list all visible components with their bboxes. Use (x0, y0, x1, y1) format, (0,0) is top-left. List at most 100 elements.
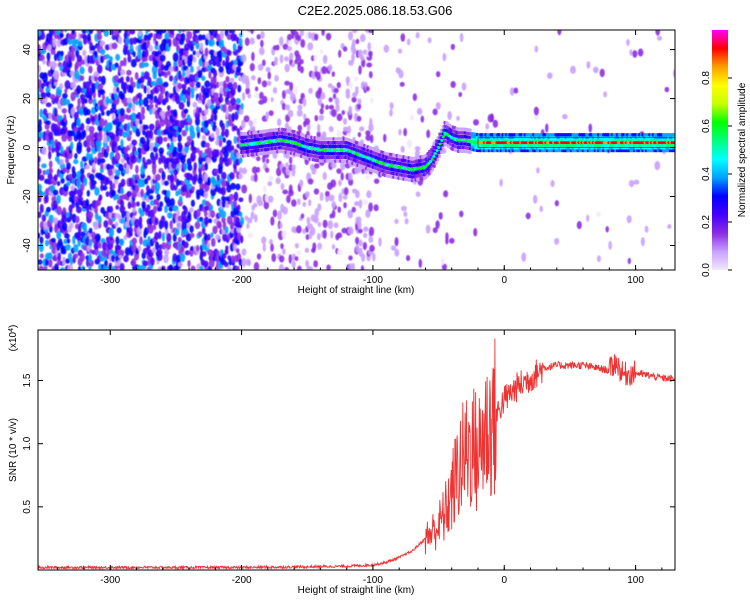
spectrogram-cell (140, 188, 144, 198)
spectrogram-cell (148, 98, 154, 104)
spectrogram-cell (249, 37, 255, 45)
spectrogram-cell (218, 138, 223, 148)
ridge-core-cell (435, 149, 439, 152)
spectrogram-cell (73, 159, 79, 165)
spectrogram-cell (181, 30, 186, 33)
spectrogram-cell (450, 81, 456, 89)
spectrogram-cell (459, 210, 464, 218)
spectrogram-cell (98, 242, 102, 249)
spectrogram-cell (85, 164, 91, 170)
spectrogram-cell (337, 206, 342, 213)
spectrogram-cell (158, 230, 162, 240)
spectrogram-cell (432, 108, 438, 116)
spectrogram-cell (212, 60, 217, 67)
spectrogram-cell (38, 196, 42, 203)
spectrogram-cell (122, 131, 128, 138)
spectrogram-cell (338, 192, 343, 203)
spectrogram-cell (42, 59, 46, 65)
spectrogram-cell (405, 254, 411, 262)
spectrogram-cell (134, 150, 139, 157)
spectrogram-cell (173, 185, 178, 191)
spectrogram-cell (38, 30, 42, 37)
spectrogram-cell (205, 200, 210, 207)
spectrogram-cell (71, 30, 76, 35)
spectrogram-cell (53, 107, 58, 117)
spectrogram-cell (499, 178, 503, 187)
spectrogram-cell (183, 162, 188, 171)
spectrogram-cell (253, 172, 258, 183)
spectrogram-cell (307, 42, 314, 51)
spectrogram-cell (155, 119, 160, 128)
spectrogram-cell (373, 178, 380, 184)
spectrogram-cell (131, 103, 136, 113)
ridge-cell (431, 167, 435, 172)
spectrogram-cell (139, 236, 143, 245)
snr-frame (37, 329, 676, 571)
spectrogram-cell (532, 194, 538, 204)
spectrogram-cell (378, 237, 382, 247)
spectrogram-cell (213, 113, 218, 122)
spectrogram-cell (637, 48, 644, 57)
spectrogram-cell (282, 43, 289, 50)
spectrogram-cell (89, 173, 95, 182)
spectrogram-cell (341, 110, 346, 115)
spectrogram-cell (53, 200, 58, 210)
spectrogram-cell (356, 115, 362, 122)
spectrogram-cell (115, 169, 121, 177)
spectrogram-cell (166, 142, 171, 149)
spectrogram-cell (154, 241, 160, 251)
spectrogram-cell (168, 206, 174, 212)
spectrogram-cell (230, 182, 236, 190)
spectrogram-cell (161, 242, 167, 250)
spectrogram-cell (106, 110, 111, 117)
spectrogram-cell (197, 231, 203, 238)
steady-tone-band (477, 137, 675, 148)
spectrogram-cell (414, 146, 421, 152)
spectrogram-cell (366, 62, 373, 68)
spectrogram-cell (557, 30, 562, 36)
spectrogram-cell (203, 209, 208, 217)
spectrogram-cell (330, 161, 337, 169)
spectrogram-cell (276, 44, 280, 51)
spectrogram-cell (285, 162, 289, 168)
spectrogram-cell (108, 98, 114, 104)
spectrogram-cell (226, 184, 232, 193)
spectrogram-cell (154, 217, 159, 226)
spectrogram-cell (73, 244, 79, 253)
spectrogram-cell (216, 174, 220, 182)
spectrogram-cell (458, 92, 463, 98)
spectrogram-cell (164, 32, 170, 40)
spectrogram-cell (44, 231, 51, 240)
spectrogram-cell (213, 30, 218, 35)
spectrogram-cell (333, 222, 339, 229)
spectrogram-cell (229, 77, 235, 83)
spectrogram-cell (406, 139, 413, 149)
spectrogram-cell (94, 102, 99, 113)
spectrogram-cell (291, 199, 297, 207)
ridge-cell (439, 150, 443, 155)
spectrogram-cell (321, 131, 327, 139)
spectrogram-cell (365, 130, 371, 136)
spectrogram-cell (62, 167, 67, 173)
spectrogram-cell (239, 211, 243, 218)
spectrogram-cell (107, 168, 113, 177)
spectrogram-cell (293, 85, 298, 96)
spectrogram-cell (229, 220, 234, 230)
spectrogram-cell (307, 178, 314, 185)
spectrogram-cell (322, 54, 328, 64)
spectrogram-cell (119, 238, 125, 246)
spectrogram-cell (356, 216, 362, 224)
spectrogram-cell (330, 179, 337, 188)
spectrogram-cell (398, 128, 402, 136)
spectrogram-cell (189, 232, 195, 238)
spectrogram-cell (218, 66, 224, 73)
spectrogram-cell (220, 179, 227, 188)
spectrogram-cell (317, 123, 321, 133)
spectrogram-cell (147, 224, 154, 234)
spectrogram-cell (275, 177, 281, 185)
spectrogram-cell (187, 210, 192, 221)
spectrogram-cell (103, 30, 110, 37)
spectrogram-cell (204, 108, 209, 115)
spectrogram-cell (86, 189, 91, 197)
spectrogram-cell (148, 123, 155, 131)
